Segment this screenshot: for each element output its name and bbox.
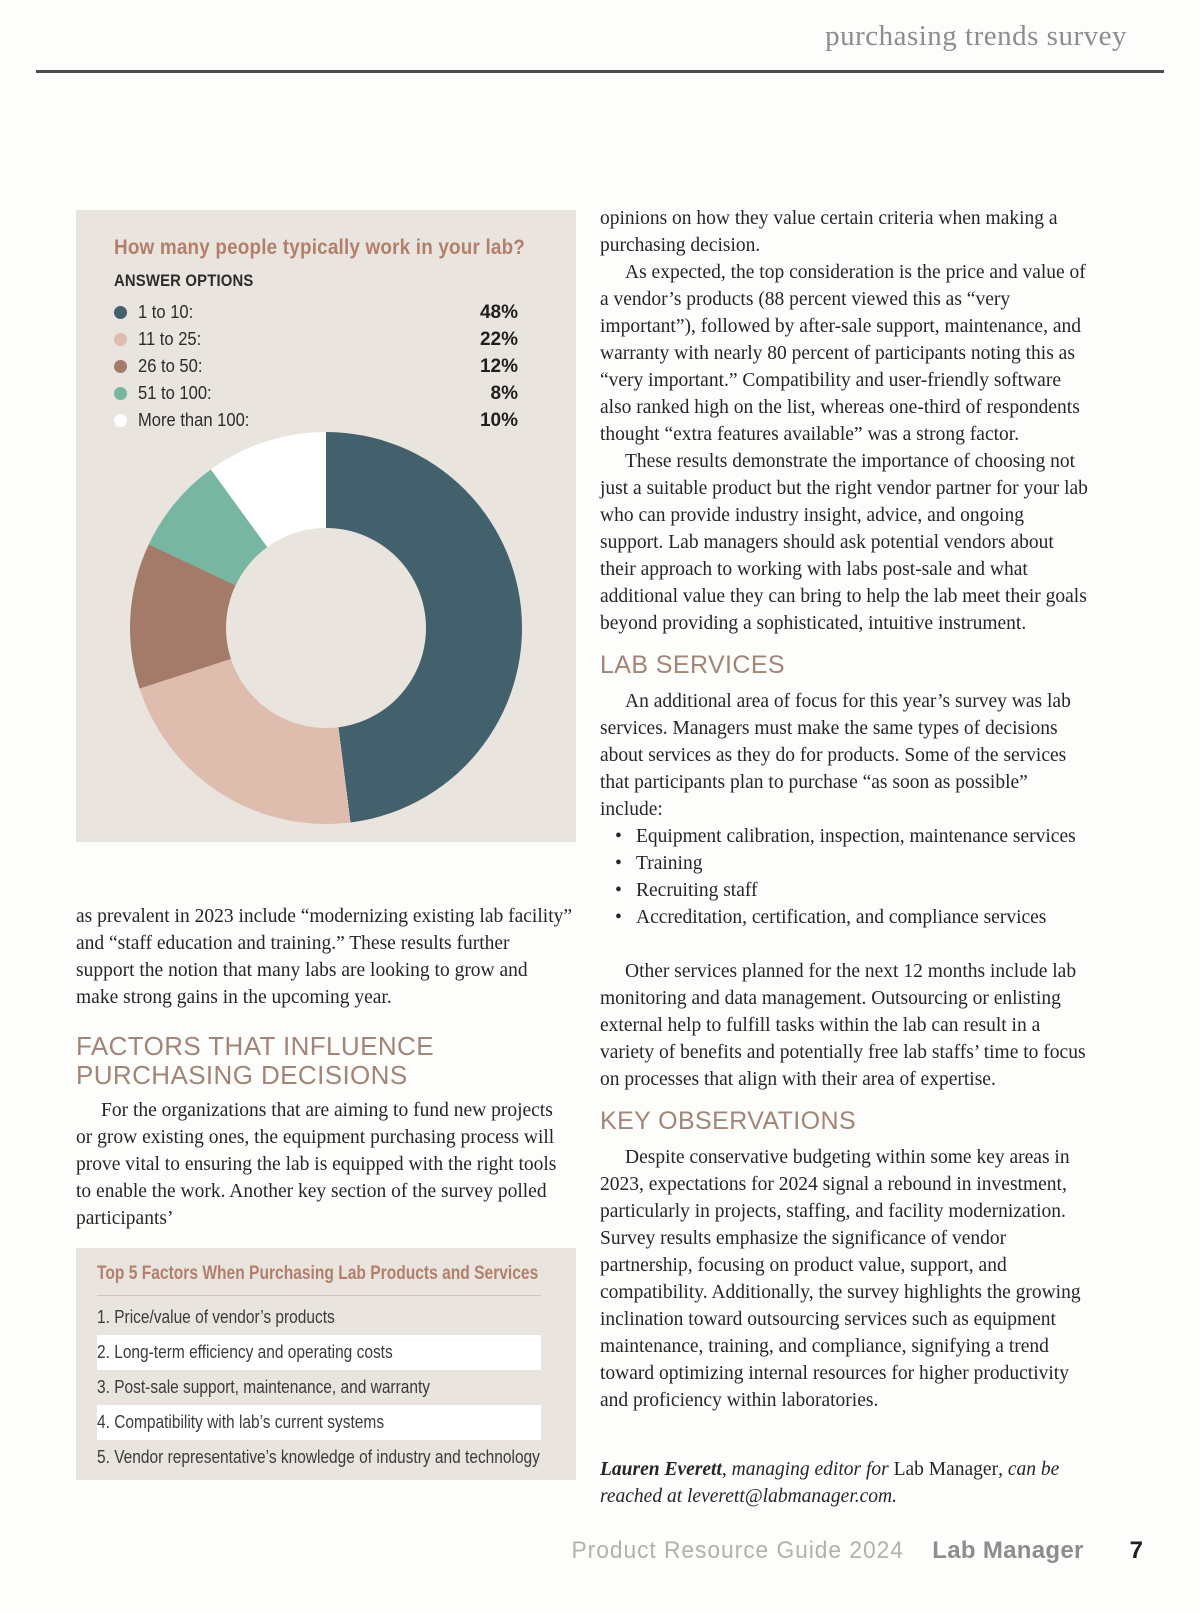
legend-swatch [114, 333, 127, 346]
top5-item: 2. Long-term efficiency and operating co… [97, 1335, 541, 1370]
top5-item-text: 3. Post-sale support, maintenance, and w… [97, 1377, 431, 1397]
right-paragraph: Despite conservative budgeting within so… [600, 1147, 1081, 1411]
top5-item: 4. Compatibility with lab’s current syst… [97, 1405, 541, 1440]
legend-value: 10% [479, 409, 518, 431]
legend-label: 26 to 50: [138, 356, 203, 376]
top5-factors-panel: Top 5 Factors When Purchasing Lab Produc… [76, 1248, 576, 1480]
top5-divider-rule [97, 1295, 541, 1296]
legend-value: 22% [479, 328, 518, 350]
chart-title-wrap: How many people typically work in your l… [114, 236, 546, 260]
legend-value: 8% [490, 382, 518, 404]
legend-item: More than 100: 10% [114, 407, 518, 434]
section-heading-lab-services: LAB SERVICES [600, 651, 785, 679]
bullet-marker: • [615, 880, 622, 901]
section-heading-factors: FACTORS THAT INFLUENCE PURCHASING DECISI… [76, 1031, 434, 1090]
footer-guide-title: Product Resource Guide 2024 [571, 1537, 905, 1564]
bullet-text: Equipment calibration, inspection, maint… [636, 826, 1076, 847]
author-note: Lauren Everett, managing editor for Lab … [600, 1456, 1089, 1510]
legend-swatch [114, 360, 127, 373]
bullet-marker: • [615, 853, 622, 874]
top5-item: 1. Price/value of vendor’s products [97, 1300, 541, 1335]
chart-answer-options-label: ANSWER OPTIONS [114, 272, 254, 290]
bullet-marker: • [615, 907, 622, 928]
header-divider-rule [36, 70, 1164, 73]
services-bullet-list: • Equipment calibration, inspection, mai… [600, 823, 1089, 931]
right-paragraph: An additional area of focus for this yea… [600, 691, 1071, 820]
legend-swatch [114, 387, 127, 400]
legend-swatch [114, 306, 127, 319]
running-header: purchasing trends survey [825, 20, 1127, 52]
left-paragraph-continued: as prevalent in 2023 include “modernizin… [76, 906, 573, 1008]
section-heading-key-observations: KEY OBSERVATIONS [600, 1107, 857, 1135]
author-contact: , can be reached at leverett@labmanager.… [600, 1459, 1060, 1507]
legend-item: 1 to 10: 48% [114, 299, 518, 326]
right-paragraph: Other services planned for the next 12 m… [600, 961, 1086, 1090]
top5-item: 5. Vendor representative’s knowledge of … [97, 1440, 541, 1475]
legend-value: 12% [479, 355, 518, 377]
chart-title: How many people typically work in your l… [114, 236, 526, 259]
top5-title-wrap: Top 5 Factors When Purchasing Lab Produc… [97, 1263, 541, 1291]
bullet-item: • Recruiting staff [600, 877, 1089, 904]
top5-item-text: 2. Long-term efficiency and operating co… [97, 1342, 393, 1362]
legend-label: 1 to 10: [138, 302, 194, 322]
legend-item: 11 to 25: 22% [114, 326, 518, 353]
donut-chart [130, 432, 522, 824]
page-number: 7 [1129, 1537, 1143, 1564]
top5-item-text: 4. Compatibility with lab’s current syst… [97, 1412, 385, 1432]
page-footer: Product Resource Guide 2024 Lab Manager … [0, 1537, 1143, 1565]
left-paragraph-factors: For the organizations that are aiming to… [76, 1100, 557, 1229]
bullet-text: Recruiting staff [636, 880, 758, 901]
author-role: , managing editor for [721, 1459, 894, 1480]
top5-title: Top 5 Factors When Purchasing Lab Produc… [97, 1263, 539, 1284]
chart-legend: 1 to 10: 48% 11 to 25: 22% 26 to 50: 12%… [114, 299, 518, 434]
legend-label: 51 to 100: [138, 383, 212, 403]
footer-brand: Lab Manager [932, 1537, 1084, 1564]
legend-value: 48% [479, 301, 518, 323]
right-column: opinions on how they value certain crite… [600, 205, 1089, 1510]
right-paragraph: These results demonstrate the importance… [600, 451, 1088, 634]
author-name: Lauren Everett [600, 1459, 722, 1480]
top5-item-text: 5. Vendor representative’s knowledge of … [97, 1447, 540, 1467]
bullet-item: • Equipment calibration, inspection, mai… [600, 823, 1089, 850]
legend-label: More than 100: [138, 410, 250, 430]
bullet-text: Accreditation, certification, and compli… [636, 907, 1047, 928]
survey-chart-panel: How many people typically work in your l… [76, 210, 576, 842]
legend-item: 26 to 50: 12% [114, 353, 518, 380]
legend-item: 51 to 100: 8% [114, 380, 518, 407]
bullet-text: Training [636, 853, 703, 874]
right-paragraph: As expected, the top consideration is th… [600, 262, 1086, 445]
bullet-marker: • [615, 826, 622, 847]
author-brand: Lab Manager [893, 1459, 999, 1480]
top5-item: 3. Post-sale support, maintenance, and w… [97, 1370, 541, 1405]
chart-answer-options-wrap: ANSWER OPTIONS [114, 260, 546, 291]
bullet-item: • Accreditation, certification, and comp… [600, 904, 1089, 931]
legend-swatch [114, 414, 127, 427]
bullet-item: • Training [600, 850, 1089, 877]
top5-item-text: 1. Price/value of vendor’s products [97, 1307, 335, 1327]
right-paragraph: opinions on how they value certain crite… [600, 208, 1058, 256]
legend-label: 11 to 25: [138, 329, 202, 349]
